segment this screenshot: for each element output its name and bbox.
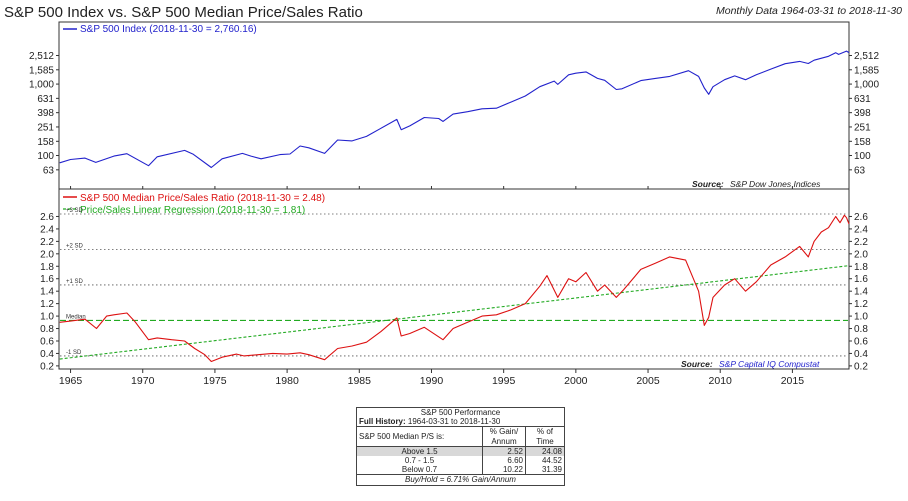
xtick-label: 1995 (492, 375, 516, 387)
bottom-panel-frame (58, 188, 850, 370)
bottom-ytick-label-right: 1.6 (854, 274, 868, 285)
bottom-ytick-label-left: 1.4 (40, 287, 54, 298)
perf-row-gain: 2.52 (482, 445, 526, 456)
bottom-ytick-label-left: 0.2 (40, 361, 54, 372)
bottom-ytick-label-right: 2.0 (854, 249, 868, 260)
top-ytick-label-right: 251 (854, 122, 871, 133)
ps-ratio-line (59, 214, 850, 363)
xtick-label: 1970 (131, 375, 155, 387)
sd-label-median: Median (66, 314, 86, 320)
perf-history-label: Full History: (359, 417, 406, 427)
xtick-label: 1990 (420, 375, 444, 387)
chart-title: S&P 500 Index vs. S&P 500 Median Price/S… (4, 4, 363, 21)
perf-row-header: S&P 500 Median P/S is: (357, 426, 483, 447)
bottom-ytick-label-left: 0.6 (40, 336, 54, 347)
xtick-label: 2015 (781, 375, 805, 387)
bottom-ytick-label-left: 2.6 (40, 212, 54, 223)
top-ytick-label-right: 158 (854, 137, 871, 148)
top-source-text: S&P Dow Jones Indices (730, 179, 821, 189)
sp500-line (59, 50, 850, 169)
perf-row-time: 24.08 (525, 445, 564, 456)
top-ytick-label-right: 398 (854, 108, 871, 119)
bottom-ytick-label-right: 0.4 (854, 349, 868, 360)
perf-table-history: Full History: 1964-03-31 to 2018-11-30 (357, 417, 564, 427)
xtick-label: 2005 (636, 375, 660, 387)
bottom-ytick-label-right: 1.0 (854, 312, 868, 323)
bottom-ytick-label-left: 1.6 (40, 274, 54, 285)
top-ytick-label-left: 398 (37, 108, 54, 119)
top-ytick-label-left: 2,512 (29, 51, 54, 62)
perf-row-label: 0.7 - 1.5 (404, 455, 435, 465)
bottom-ytick-label-left: 1.0 (40, 312, 54, 323)
perf-row-gain: 10.22 (482, 465, 526, 475)
perf-row-time: 44.52 (525, 455, 564, 466)
bottom-ytick-label-right: 1.4 (854, 287, 868, 298)
xtick-label: 2000 (564, 375, 588, 387)
bottom-ytick-label-left: 2.0 (40, 249, 54, 260)
top-ytick-label-right: 1,000 (854, 80, 879, 91)
bottom-ytick-label-right: 0.2 (854, 361, 868, 372)
top-source-label: Source: (692, 179, 724, 189)
regression-line (59, 265, 850, 360)
xtick-label: 1975 (203, 375, 227, 387)
bottom-ytick-label-left: 1.2 (40, 299, 54, 310)
xtick-label: 1985 (348, 375, 372, 387)
bottom-ytick-label-right: 2.6 (854, 212, 868, 223)
bottom-ytick-label-right: 2.4 (854, 224, 868, 235)
top-ytick-label-right: 1,585 (854, 65, 879, 76)
xtick-label: 1965 (59, 375, 83, 387)
bottom-ytick-label-left: 2.4 (40, 224, 54, 235)
bottom-source-label: Source: (681, 359, 713, 369)
perf-row: Below 0.7 10.22 31.39 (357, 465, 564, 475)
perf-row-gain: 6.60 (482, 455, 526, 466)
top-ytick-label-right: 100 (854, 151, 871, 162)
perf-table-footer: Buy/Hold = 6.71% Gain/Annum (357, 474, 564, 485)
bottom-ytick-label-right: 1.8 (854, 262, 868, 273)
plot-layer: 63 63 100 100 158 158 251 251 398 398 631 631 1,000 1… (29, 50, 879, 387)
top-ytick-label-right: 63 (854, 165, 866, 176)
top-ytick-label-left: 158 (37, 137, 54, 148)
bottom-ytick-label-left: 2.2 (40, 237, 54, 248)
perf-history-range: 1964-03-31 to 2018-11-30 (407, 417, 501, 427)
bottom-ytick-label-right: 0.6 (854, 336, 868, 347)
performance-table: S&P 500 Performance Full History: 1964-0… (356, 407, 565, 486)
top-ytick-label-left: 1,585 (29, 65, 54, 76)
top-ytick-label-left: 63 (43, 165, 55, 176)
bottom-ytick-label-left: 1.8 (40, 262, 54, 273)
xtick-label: 2010 (709, 375, 733, 387)
top-ytick-label-right: 2,512 (854, 51, 879, 62)
sd-label-plus2: +2 SD (66, 244, 84, 250)
bottom-ytick-label-left: 0.4 (40, 349, 54, 360)
chart-subtitle: Monthly Data 1964-03-31 to 2018-11-30 (716, 5, 902, 17)
reg-legend: Price/Sales Linear Regression (2018-11-3… (80, 205, 305, 216)
perf-row-time: 31.39 (525, 465, 564, 475)
perf-row: Above 1.5 2.52 24.08 (357, 445, 564, 456)
top-ytick-label-left: 100 (37, 151, 54, 162)
perf-col-gain-header: % Gain/ Annum (482, 426, 526, 447)
bottom-ytick-label-right: 0.8 (854, 324, 868, 335)
perf-row-label: Above 1.5 (357, 445, 483, 456)
sd-label-minus1: -1 SD (66, 350, 82, 356)
xtick-label: 1980 (275, 375, 299, 387)
bottom-ytick-label-left: 0.8 (40, 324, 54, 335)
perf-row-label: Below 0.7 (401, 465, 438, 475)
bottom-ytick-label-right: 1.2 (854, 299, 868, 310)
sp500-legend: S&P 500 Index (2018-11-30 = 2,760.16) (80, 24, 257, 35)
top-ytick-label-left: 1,000 (29, 80, 54, 91)
perf-col-time-header: % of Time (525, 426, 564, 447)
perf-table-title: S&P 500 Performance (420, 408, 501, 417)
sd-label-plus1: +1 SD (66, 279, 84, 285)
sd-label-plus3: +3 SD (66, 208, 84, 214)
top-ytick-label-left: 631 (37, 94, 54, 105)
perf-row: 0.7 - 1.5 6.60 44.52 (357, 455, 564, 466)
top-panel-frame (58, 21, 850, 190)
top-ytick-label-right: 631 (854, 94, 871, 105)
bottom-ytick-label-right: 2.2 (854, 237, 868, 248)
top-ytick-label-left: 251 (37, 122, 54, 133)
bottom-source-text: S&P Capital IQ Compustat (719, 359, 820, 369)
ps-legend: S&P 500 Median Price/Sales Ratio (2018-1… (80, 193, 325, 204)
